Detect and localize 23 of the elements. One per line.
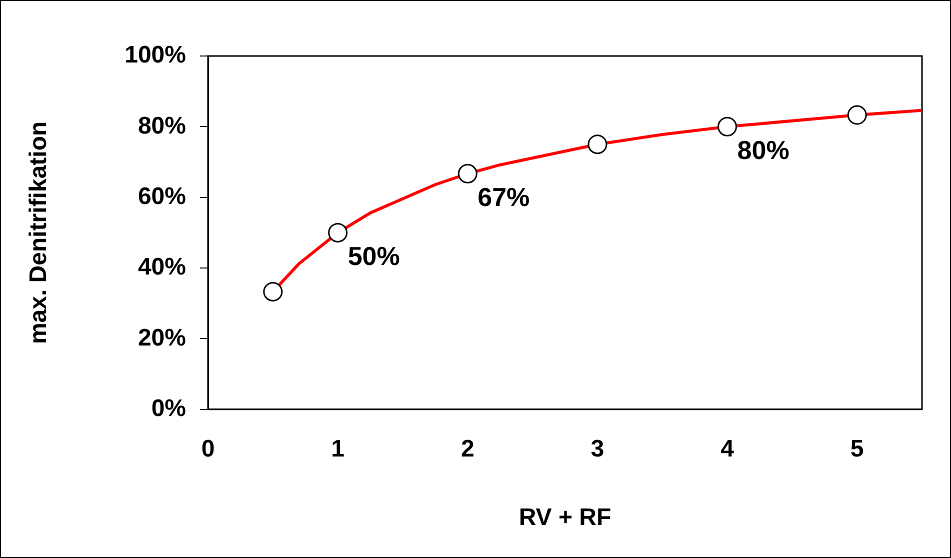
data-label: 67% [478,182,530,212]
point [588,134,608,154]
data-label: 80% [737,134,790,165]
y-tick-label: 60% [138,182,186,210]
x-tick-label: 3 [590,435,604,462]
point [458,164,478,184]
point [328,222,348,242]
y-tick-label: 20% [138,324,186,352]
x-tick-label: 4 [720,435,735,462]
x-tick-label: 0 [201,435,215,462]
point [263,282,283,302]
x-tick-label: 5 [850,435,864,462]
y-tick-label: 40% [138,254,186,281]
x-tick-label: 1 [331,435,344,462]
y-tick-label: 80% [138,112,186,140]
y-tick-label: 0% [151,395,186,422]
point [718,116,738,136]
y-axis-title: max. Denitrifikation [25,121,52,344]
y-tick-label: 100% [124,42,186,69]
x-tick-label: 2 [460,435,474,462]
x-axis-title: RV + RF [518,504,612,532]
data-label: 50% [348,240,400,271]
point [847,105,867,125]
